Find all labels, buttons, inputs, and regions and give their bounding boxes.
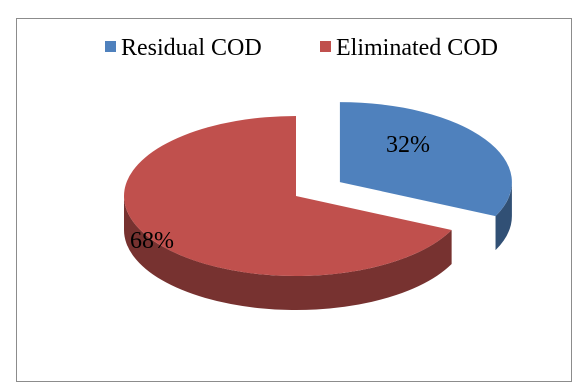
legend-label-eliminated-cod: Eliminated COD — [336, 35, 498, 61]
slice-eliminated-cod — [123, 116, 452, 277]
slice-side-residual-cod — [495, 182, 512, 251]
slice-side-eliminated-cod — [124, 196, 452, 310]
data-label-residual-cod: 32% — [386, 132, 430, 158]
legend-swatch-eliminated-cod — [320, 41, 331, 52]
data-label-eliminated-cod: 68% — [130, 228, 174, 254]
pie-slices — [123, 102, 512, 310]
slice-residual-cod — [339, 102, 512, 217]
legend: Residual COD Eliminated COD — [105, 35, 498, 61]
legend-swatch-residual-cod — [105, 41, 116, 52]
legend-label-residual-cod: Residual COD — [121, 35, 262, 61]
